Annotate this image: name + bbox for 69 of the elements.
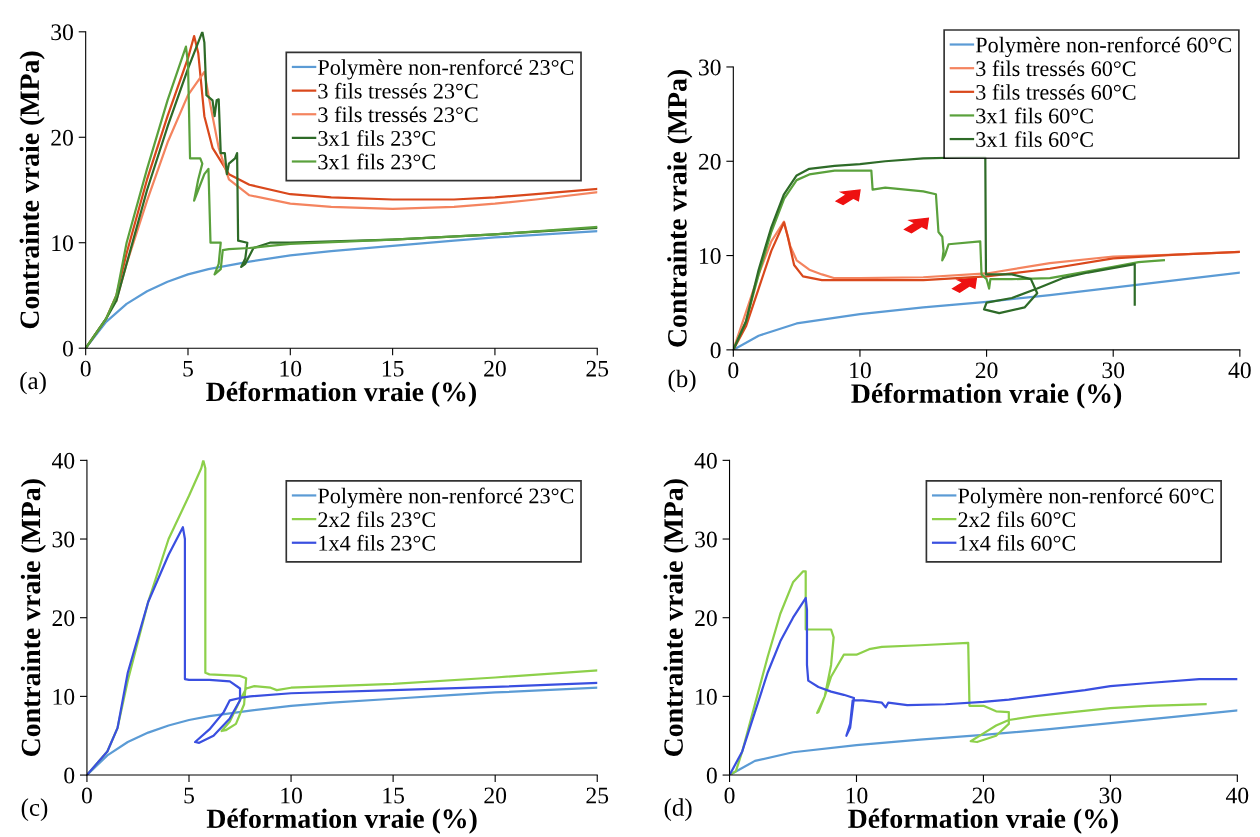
- x-tick-label: 10: [281, 787, 302, 804]
- y-tick-label: 40: [51, 452, 75, 469]
- y-tick-label: 0: [62, 340, 73, 357]
- legend-label: 3 fils tressés 23°C: [318, 106, 478, 123]
- legend-label: 3x1 fils 23°C: [318, 153, 435, 170]
- y-axis-title: Contrainte vraie (MPa): [667, 70, 693, 347]
- x-tick-label: 30: [1102, 362, 1125, 379]
- y-tick-label: 10: [52, 235, 73, 252]
- legend-label: 2x2 fils 23°C: [318, 511, 435, 528]
- y-tick-label: 10: [696, 688, 717, 705]
- x-tick-label: 20: [972, 787, 995, 804]
- x-tick-label: 10: [846, 787, 868, 804]
- x-tick-label: 10: [280, 360, 302, 377]
- text: (a): [20, 371, 46, 395]
- x-tick-label: 20: [484, 787, 507, 804]
- x-tick-label: 20: [484, 360, 506, 377]
- y-tick-label: 30: [699, 59, 721, 76]
- y-tick-label: 20: [695, 610, 717, 627]
- y-tick-label: 40: [694, 452, 717, 469]
- y-tick-label: 0: [706, 767, 717, 784]
- legend-label: 3x1 fils 23°C: [318, 130, 435, 146]
- y-tick-label: 30: [51, 24, 73, 41]
- x-tick-label: 0: [81, 787, 92, 804]
- x-axis-title: Déformation vraie (%): [851, 383, 1122, 409]
- x-tick-label: 5: [183, 360, 193, 377]
- y-tick-label: 20: [52, 610, 75, 627]
- x-axis-title: Déformation vraie (%): [206, 381, 476, 407]
- y-axis-title: Contrainte vraie (MPa): [663, 479, 689, 756]
- legend-label: Polymère non-renforcé 23°C: [318, 487, 574, 509]
- x-tick-label: 0: [724, 787, 735, 804]
- x-axis-title: Déformation vraie (%): [206, 808, 477, 834]
- x-tick-label: 15: [382, 360, 404, 377]
- y-tick-label: 10: [699, 248, 721, 264]
- x-tick-label: 5: [184, 787, 194, 804]
- text: (d): [664, 798, 692, 822]
- x-tick-label: 0: [80, 360, 91, 377]
- x-tick-label: 10: [850, 362, 871, 379]
- x-tick-label: 25: [586, 787, 609, 804]
- x-axis-title: Déformation vraie (%): [848, 808, 1118, 834]
- y-tick-label: 20: [698, 153, 721, 170]
- legend-label: 3x1 fils 60°C: [976, 107, 1093, 124]
- text: (c): [21, 798, 48, 822]
- y-axis-title: Contrainte vraie (MPa): [19, 51, 45, 329]
- y-tick-label: 10: [53, 688, 75, 705]
- legend-label: 3 fils tressés 23°C: [318, 82, 478, 99]
- y-tick-label: 30: [52, 531, 75, 548]
- legend-label: Polymère non-renforcé 60°C: [958, 487, 1214, 509]
- x-tick-label: 40: [1228, 362, 1251, 379]
- legend-label: 3 fils tressés 60°C: [976, 60, 1136, 77]
- x-tick-label: 20: [975, 362, 998, 379]
- y-axis-title: Contrainte vraie (MPa): [20, 479, 46, 756]
- x-tick-label: 30: [1099, 787, 1122, 804]
- legend-label: Polymère non-renforcé 23°C: [318, 59, 574, 80]
- x-tick-label: 25: [586, 360, 609, 377]
- y-tick-label: 0: [64, 767, 75, 784]
- text: (b): [668, 369, 696, 393]
- y-tick-label: 20: [51, 129, 73, 146]
- legend-label: 2x2 fils 60°C: [958, 511, 1076, 528]
- y-tick-label: 30: [695, 531, 717, 548]
- x-tick-label: 40: [1225, 787, 1249, 804]
- y-tick-label: 0: [710, 342, 721, 359]
- x-tick-label: 15: [383, 787, 404, 804]
- legend-label: 3x1 fils 60°C: [976, 131, 1093, 148]
- legend-label: 1x4 fils 23°C: [319, 534, 435, 551]
- line-series: [729, 570, 1207, 776]
- legend-label: 1x4 fils 60°C: [959, 534, 1076, 551]
- x-tick-label: 0: [728, 362, 739, 379]
- legend-label: Polymère non-renforcé 60°C: [975, 36, 1231, 58]
- legend-label: 3 fils tressés 60°C: [976, 83, 1136, 100]
